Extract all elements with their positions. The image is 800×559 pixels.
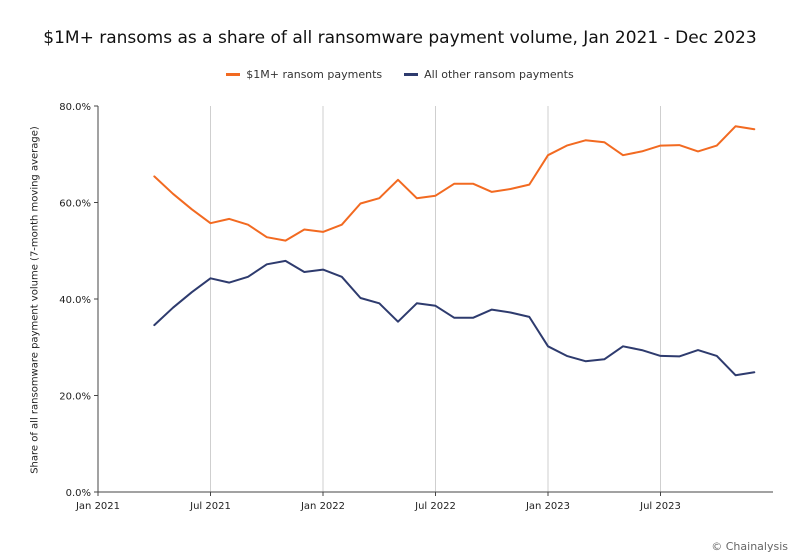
series-line-other — [153, 259, 756, 377]
chainalysis-credit: © Chainalysis — [711, 540, 788, 553]
y-tick-label: 40.0% — [59, 295, 91, 306]
x-tick-label: Jan 2023 — [525, 501, 570, 512]
legend-item-1m-plus[interactable]: $1M+ ransom payments — [226, 68, 382, 81]
x-tick-label: Jan 2022 — [300, 501, 345, 512]
y-tick-label: 20.0% — [59, 392, 91, 403]
series-line-1m-plus — [153, 125, 756, 242]
legend-label-other: All other ransom payments — [424, 68, 574, 81]
legend: $1M+ ransom payments All other ransom pa… — [0, 68, 800, 81]
chart-title: $1M+ ransoms as a share of all ransomwar… — [43, 28, 757, 48]
y-tick-label: 60.0% — [59, 199, 91, 210]
x-tick-label: Jan 2021 — [75, 501, 120, 512]
legend-swatch-1m-plus — [226, 73, 241, 76]
legend-swatch-other — [404, 73, 419, 76]
x-tick-label: Jul 2022 — [414, 501, 456, 512]
x-tick-label: Jul 2023 — [639, 501, 681, 512]
x-tick-label: Jul 2021 — [189, 501, 231, 512]
y-tick-label: 80.0% — [59, 102, 91, 113]
legend-label-1m-plus: $1M+ ransom payments — [246, 68, 383, 81]
legend-item-other[interactable]: All other ransom payments — [404, 68, 574, 81]
y-tick-label: 0.0% — [66, 488, 91, 499]
